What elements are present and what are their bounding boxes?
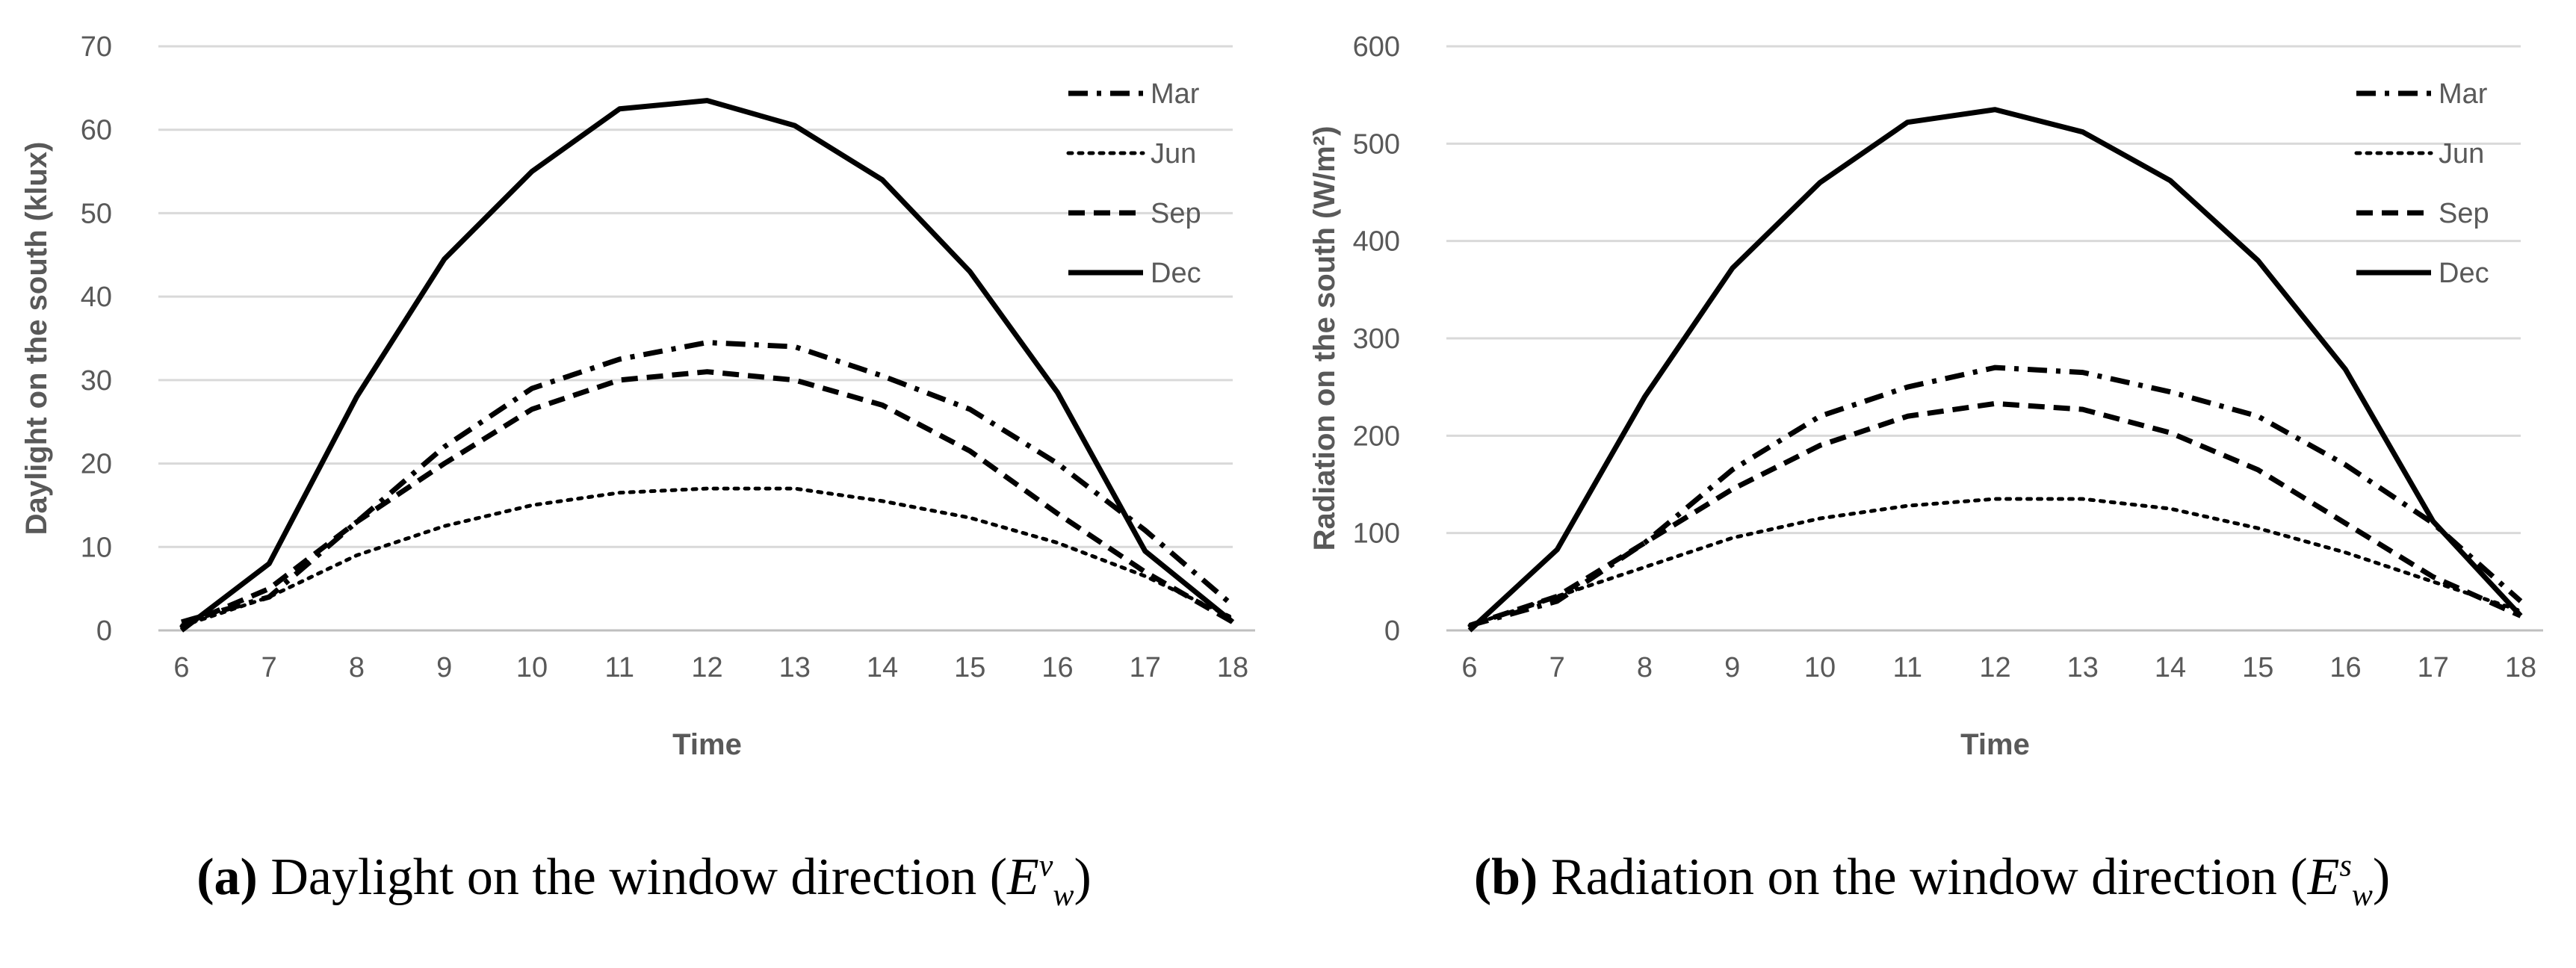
y-tick-label: 500: [1353, 128, 1400, 160]
legend-label-sep: Sep: [2439, 198, 2489, 229]
x-tick-label: 17: [2418, 652, 2449, 683]
series-line-sep: [1468, 400, 2522, 628]
x-tick-label: 6: [173, 652, 189, 683]
series-line-dec: [1467, 107, 2523, 633]
caption-a-sup: v: [1038, 848, 1053, 884]
x-tick-label: 12: [1979, 652, 2010, 683]
caption-a-text: Daylight on the window direction (: [257, 848, 1007, 906]
legend-label-dec: Dec: [2439, 258, 2489, 289]
x-tick-label: 14: [867, 652, 898, 683]
series-line-jun: [179, 486, 1235, 628]
y-tick-label: 70: [81, 31, 112, 63]
x-tick-label: 6: [1461, 652, 1477, 683]
series-line-mar: [1469, 364, 2523, 628]
x-tick-label: 12: [691, 652, 722, 683]
y-tick-label: 100: [1353, 518, 1400, 550]
y-axis-title: Daylight on the south (klux): [20, 142, 53, 536]
y-tick-label: 0: [96, 615, 112, 647]
x-tick-label: 11: [605, 652, 634, 683]
y-tick-label: 200: [1353, 421, 1400, 452]
caption-a-label: (a): [196, 848, 258, 906]
chart-panel-a: 0 10 20 30 40 50 60 70 6 7 8 9 10 11 12 13 14 15 16 17 18 Tim…: [0, 31, 1288, 913]
series-line-dec: [179, 98, 1235, 633]
legend-label-dec: Dec: [1151, 258, 1201, 289]
legend-label-mar: Mar: [1151, 78, 1200, 110]
x-tick-label: 18: [1217, 652, 1248, 683]
caption-b-label: (b): [1473, 848, 1538, 906]
caption-b-close: ): [2372, 848, 2391, 906]
legend-label-mar: Mar: [2439, 78, 2488, 110]
caption-a-close: ): [1074, 848, 1092, 906]
x-tick-label: 16: [2329, 652, 2361, 683]
y-tick-label: 30: [81, 365, 112, 397]
y-tick-label: 0: [1384, 615, 1400, 647]
caption-b: (b) Radiation on the window direction (E…: [1288, 848, 2576, 913]
x-tick-label: 17: [1130, 652, 1161, 683]
x-tick-label: 16: [1041, 652, 1073, 683]
caption-b-text: Radiation on the window direction (: [1538, 848, 2308, 906]
y-tick-label: 600: [1353, 31, 1400, 63]
caption-a-symbol: E: [1007, 848, 1039, 906]
chart-panel-b: 0 100 200 300 400 500 600 6 7 8 9 10 11 12 13 14 15 16 17 1…: [1288, 0, 2576, 968]
x-axis-title: Time: [1960, 728, 2030, 761]
x-tick-label: 10: [516, 652, 548, 683]
caption-a: (a) Daylight on the window direction (Ev…: [0, 848, 1288, 913]
legend-label-jun: Jun: [1151, 138, 1196, 170]
caption-b-sup: s: [2339, 848, 2352, 884]
series-line-mar: [181, 340, 1235, 625]
y-tick-label: 10: [81, 532, 112, 563]
x-tick-label: 11: [1893, 652, 1922, 683]
caption-a-sub: w: [1053, 878, 1074, 913]
x-tick-label: 7: [261, 652, 277, 683]
x-tick-label: 9: [436, 652, 452, 683]
x-tick-label: 14: [2155, 652, 2186, 683]
x-tick-label: 13: [2067, 652, 2099, 683]
x-tick-label: 18: [2505, 652, 2536, 683]
x-tick-label: 13: [779, 652, 811, 683]
series-line-jun: [1467, 497, 2523, 627]
x-tick-label: 15: [2242, 652, 2273, 683]
x-tick-label: 7: [1549, 652, 1565, 683]
x-tick-label: 15: [954, 652, 985, 683]
chart-a-plot: 0 10 20 30 40 50 60 70 6 7 8 9 10 11 12 13 14 15 16 17 18 Tim…: [20, 31, 1255, 761]
x-tick-label: 8: [349, 652, 365, 683]
y-tick-label: 40: [81, 282, 112, 313]
y-axis-title: Radiation on the south (W/m²): [1308, 126, 1341, 551]
y-tick-label: 60: [81, 115, 112, 146]
caption-b-symbol: E: [2307, 848, 2340, 906]
x-axis-title: Time: [672, 728, 742, 761]
y-tick-label: 20: [81, 449, 112, 480]
legend-label-jun: Jun: [2439, 138, 2484, 170]
chart-b-plot: 0 100 200 300 400 500 600 6 7 8 9 10 11 12 13 14 15 16 17 1…: [1308, 31, 2543, 761]
x-tick-label: 8: [1637, 652, 1653, 683]
y-tick-label: 300: [1353, 323, 1400, 355]
x-tick-label: 9: [1724, 652, 1740, 683]
caption-b-sub: w: [2351, 878, 2373, 913]
y-tick-label: 400: [1353, 226, 1400, 258]
series-line-sep: [180, 369, 1234, 629]
x-tick-label: 10: [1804, 652, 1836, 683]
legend-label-sep: Sep: [1151, 198, 1201, 229]
y-tick-label: 50: [81, 198, 112, 229]
